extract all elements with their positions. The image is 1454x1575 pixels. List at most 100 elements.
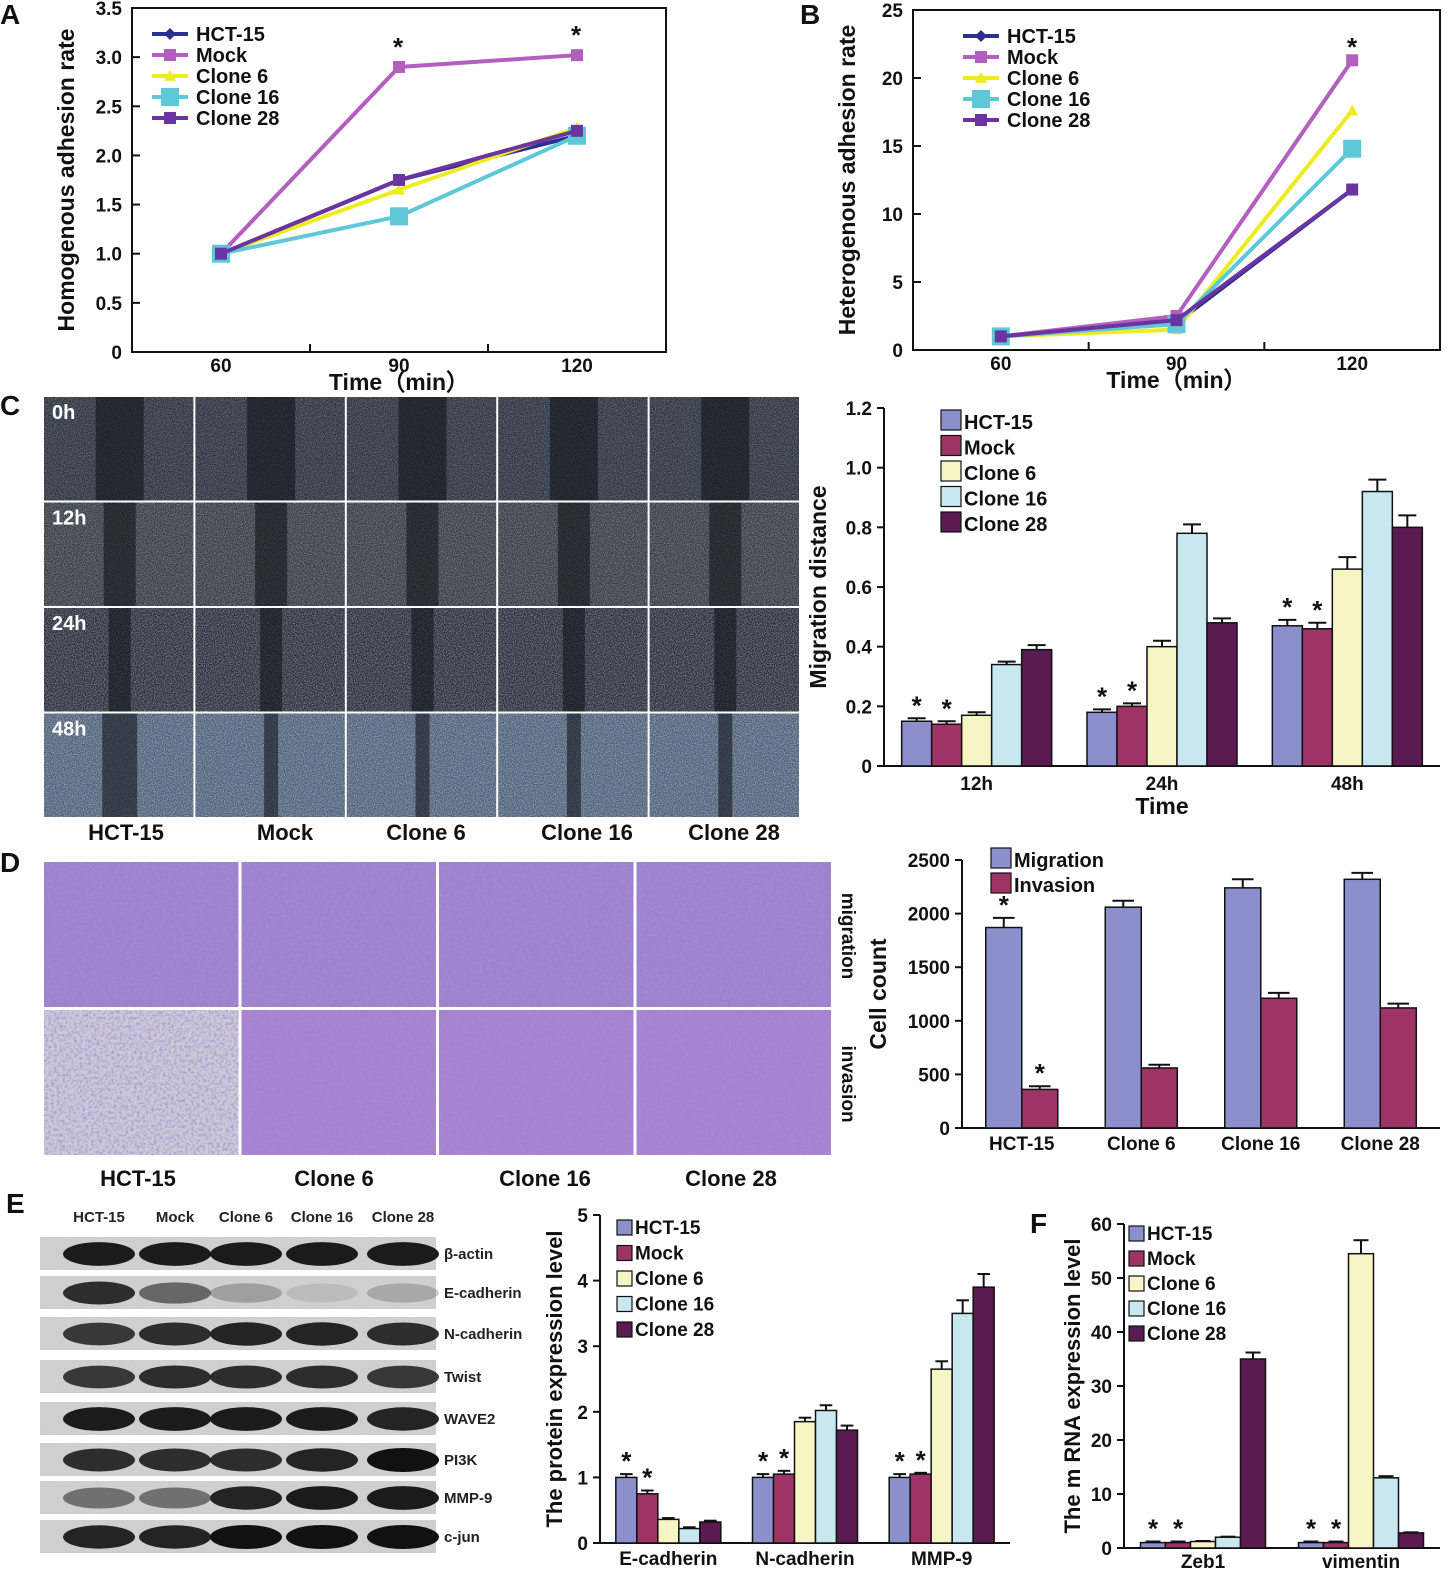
- transwell-image-texture: [439, 1010, 634, 1155]
- transwell-image-texture: [636, 1010, 831, 1155]
- bar: [1372, 1477, 1400, 1549]
- bar: [930, 1368, 953, 1544]
- marker: [1346, 54, 1359, 67]
- blot-band-label: c-jun: [444, 1529, 480, 1546]
- marker: [393, 183, 405, 195]
- legend-label: Clone 28: [1007, 110, 1090, 132]
- bar: [1301, 628, 1334, 767]
- bar: [835, 1429, 859, 1544]
- y-tick-label: 1.2: [846, 399, 872, 420]
- bar: [1189, 1540, 1217, 1549]
- scratch-wound-gap: [406, 502, 439, 606]
- bar: [1224, 887, 1262, 1129]
- scratch-wound-gap: [103, 502, 136, 606]
- blot-band: [367, 1486, 439, 1510]
- x-axis-label: Time（min）: [1106, 367, 1246, 393]
- bar: [1260, 997, 1298, 1129]
- significance-star: *: [1331, 1514, 1342, 1544]
- western-blot: HCT-15 Mock Clone 6 Clone 16 Clone 28 β-actin…: [40, 1209, 522, 1553]
- x-tick-label: 90: [388, 356, 409, 377]
- blot-column-label: Clone 16: [291, 1209, 354, 1226]
- marker: [571, 124, 583, 137]
- significance-star: *: [916, 1445, 927, 1475]
- legend-label: Clone 28: [196, 108, 279, 130]
- category-label: 12h: [960, 774, 993, 795]
- legend-swatch: [990, 847, 1012, 869]
- bar: [985, 926, 1023, 1129]
- blot-band: [210, 1242, 282, 1266]
- legend-swatch: [1128, 1275, 1145, 1292]
- blot-band-label: MMP-9: [444, 1490, 492, 1507]
- y-tick-label: 1: [577, 1468, 588, 1489]
- significance-star: *: [999, 890, 1010, 920]
- significance-star: *: [1173, 1514, 1184, 1544]
- legend-label: HCT-15: [196, 24, 265, 46]
- legend-label: Clone 28: [964, 514, 1047, 536]
- blot-band: [286, 1365, 358, 1389]
- series-line: [1000, 109, 1354, 339]
- y-tick-label: 3.0: [96, 48, 122, 69]
- legend-swatch: [990, 872, 1012, 894]
- legend-swatch: [616, 1270, 633, 1287]
- y-tick-label: 1.5: [96, 196, 123, 217]
- y-tick-label: 1.0: [96, 245, 122, 266]
- y-tick-label: 2: [577, 1403, 588, 1424]
- scratch-wound-gap: [411, 608, 434, 712]
- legend-label: Clone 16: [196, 87, 279, 109]
- blot-band: [286, 1283, 358, 1303]
- bar: [657, 1518, 680, 1544]
- y-tick-label: 0.2: [846, 697, 872, 718]
- significance-star: *: [1097, 681, 1108, 711]
- y-tick-label: 10: [1091, 1485, 1112, 1506]
- legend-label: Clone 16: [1007, 89, 1090, 111]
- x-tick-label: 60: [210, 356, 231, 377]
- bar: [909, 1473, 932, 1544]
- marker: [1346, 104, 1359, 116]
- significance-star: *: [779, 1443, 790, 1473]
- legend-label: Migration: [1014, 850, 1104, 872]
- blot-band: [286, 1322, 358, 1346]
- y-tick-label: 5: [892, 273, 903, 294]
- bar: [1391, 526, 1424, 767]
- scratch-wound-gap: [718, 713, 733, 817]
- marker: [571, 49, 583, 62]
- legend-label: Mock: [635, 1244, 684, 1265]
- blot-band: [286, 1448, 358, 1472]
- category-label: Clone 28: [1341, 1134, 1420, 1155]
- significance-star: *: [895, 1446, 906, 1476]
- panel-letter-f: F: [1030, 1208, 1047, 1239]
- blot-band-label: WAVE2: [444, 1411, 495, 1428]
- y-tick-label: 60: [1091, 1215, 1112, 1236]
- blot-band: [139, 1322, 211, 1346]
- bar: [751, 1476, 775, 1544]
- marker: [975, 51, 987, 63]
- bar: [1140, 1067, 1178, 1129]
- blot-band: [367, 1283, 439, 1303]
- transwell-row-label: migration: [837, 893, 858, 980]
- transwell-column-label: Clone 16: [499, 1166, 591, 1191]
- marker: [994, 330, 1007, 343]
- scratch-column-label: Clone 6: [386, 820, 465, 845]
- legend-swatch: [940, 511, 962, 533]
- scratch-wound-gap: [714, 608, 737, 712]
- scratch-wound-gap: [701, 397, 750, 501]
- blot-band: [63, 1322, 135, 1346]
- blot-band: [210, 1283, 282, 1303]
- panel-letter-e: E: [6, 1188, 25, 1219]
- scratch-wound-gap: [264, 713, 279, 817]
- blot-band: [286, 1486, 358, 1510]
- y-tick-label: 20: [1091, 1431, 1112, 1452]
- y-axis-label: Migration distance: [805, 485, 831, 688]
- transwell-image-texture: [636, 862, 831, 1007]
- significance-star: *: [942, 693, 953, 723]
- marker: [164, 112, 176, 124]
- blot-band-label: PI3K: [444, 1452, 478, 1469]
- legend-label: Clone 16: [1147, 1299, 1226, 1320]
- legend-swatch: [940, 434, 962, 457]
- category-label: 48h: [1331, 774, 1364, 795]
- blot-column-label: Mock: [156, 1209, 195, 1226]
- marker: [975, 114, 987, 126]
- y-tick-label: 50: [1091, 1269, 1112, 1290]
- transwell-image-texture: [44, 1010, 239, 1155]
